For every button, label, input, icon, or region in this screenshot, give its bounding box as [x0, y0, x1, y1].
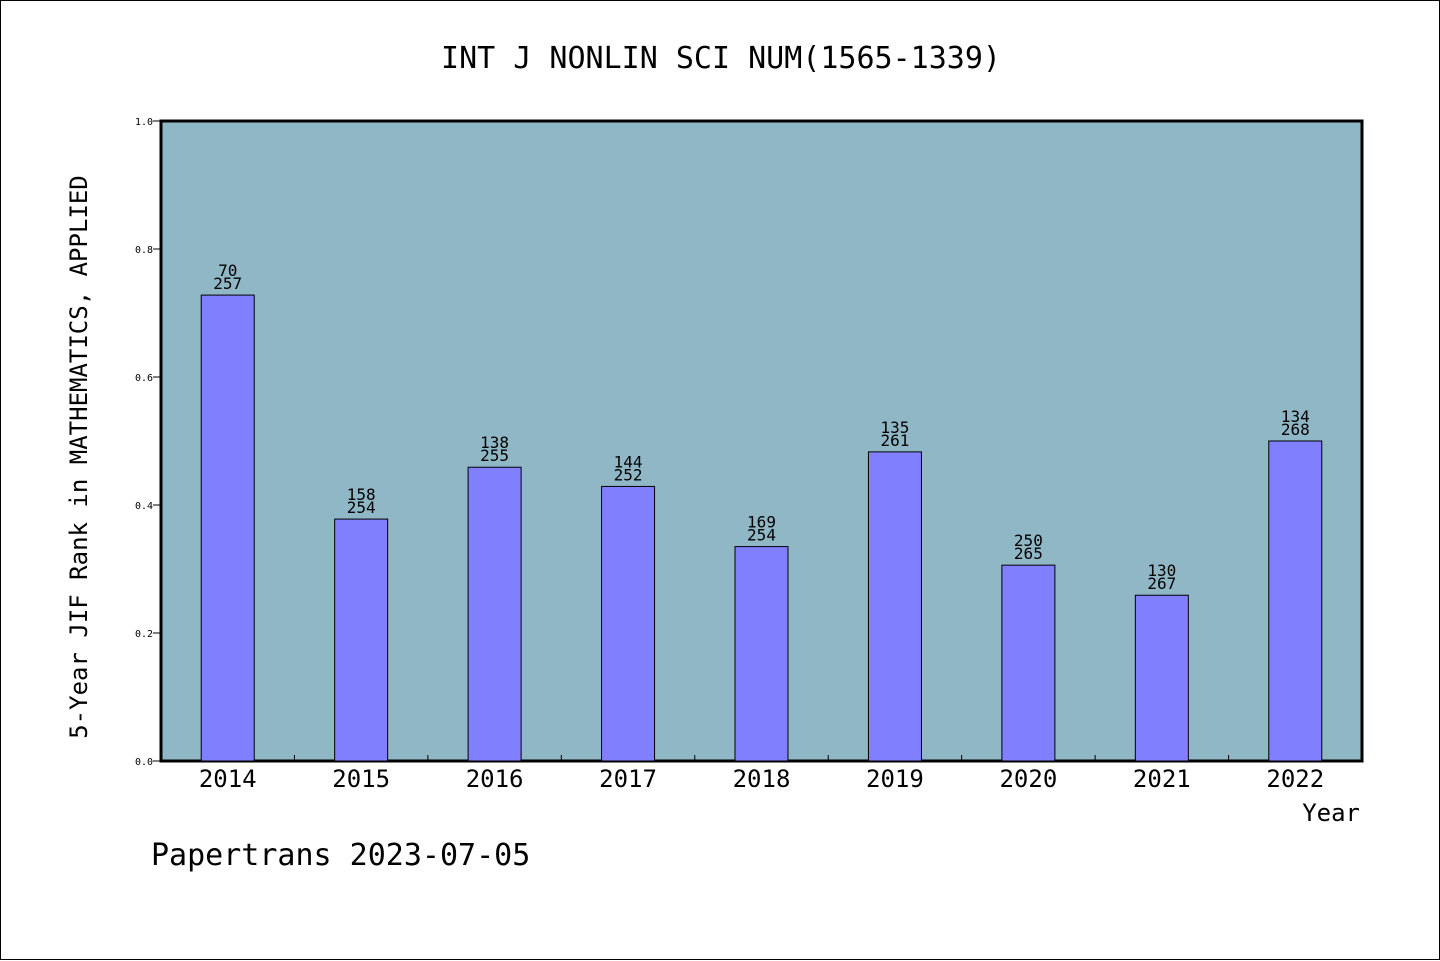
x-axis: 2014 2015 2016 2017 2018 2019 2020 2021 2022	[199, 755, 1324, 793]
data-label-rank: 158	[347, 485, 376, 504]
x-tick-label: 2017	[599, 765, 657, 793]
bar-2021	[1134, 594, 1189, 762]
data-label-rank: 169	[747, 513, 776, 532]
bar-2018	[734, 546, 789, 762]
data-label-total: 267	[1147, 574, 1176, 593]
data-label-total: 257	[213, 274, 242, 293]
data-label-total: 254	[747, 526, 776, 545]
y-tick-label: 0.8	[135, 245, 153, 256]
x-tick-label: 2016	[466, 765, 524, 793]
data-label-total: 255	[480, 446, 509, 465]
x-axis-label: Year	[1302, 799, 1360, 827]
data-label-total: 265	[1014, 544, 1043, 563]
y-tick-label: 0.2	[135, 629, 153, 640]
x-tick-label: 2015	[332, 765, 390, 793]
x-tick-label: 2019	[866, 765, 924, 793]
y-axis: 0.0 0.2 0.4 0.6 0.8 1.0	[135, 117, 161, 768]
data-label-total: 254	[347, 498, 376, 517]
bar-2020	[1001, 564, 1056, 762]
bar-2014	[200, 294, 255, 762]
x-tick-label: 2021	[1133, 765, 1191, 793]
y-tick-label: 0.0	[135, 757, 153, 768]
x-tick-label: 2022	[1266, 765, 1324, 793]
x-tick-label: 2018	[733, 765, 791, 793]
data-label-rank: 135	[880, 418, 909, 437]
bar-2022	[1268, 440, 1323, 762]
data-label-rank: 144	[614, 452, 643, 471]
data-label-rank: 130	[1147, 561, 1176, 580]
data-label-total: 252	[614, 465, 643, 484]
data-label-rank: 70	[218, 261, 237, 280]
data-label-rank: 250	[1014, 531, 1043, 550]
footer-text: Papertrans 2023-07-05	[151, 838, 530, 873]
data-label-rank: 134	[1281, 407, 1310, 426]
x-tick-label: 2020	[999, 765, 1057, 793]
x-tick-label: 2014	[199, 765, 257, 793]
bar-2019	[867, 451, 922, 762]
bars	[200, 294, 1323, 762]
y-tick-label: 0.6	[135, 373, 153, 384]
bar-2017	[601, 485, 656, 762]
y-axis-label: 5-Year JIF Rank in MATHEMATICS, APPLIED	[65, 175, 93, 739]
data-label-total: 268	[1281, 420, 1310, 439]
chart-title: INT J NONLIN SCI NUM(1565-1339)	[441, 41, 1001, 76]
data-label-rank: 138	[480, 433, 509, 452]
y-tick-label: 0.4	[135, 501, 153, 512]
data-label-total: 261	[880, 431, 909, 450]
bar-2016	[467, 466, 522, 762]
bar-2015	[334, 518, 389, 762]
y-tick-label: 1.0	[135, 117, 153, 128]
